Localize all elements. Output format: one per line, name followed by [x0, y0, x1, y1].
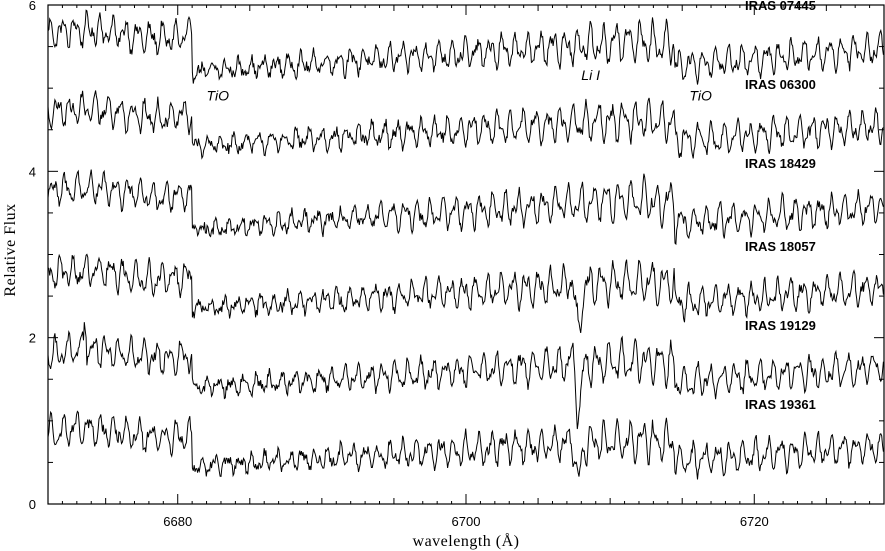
y-tick-label: 6 [29, 0, 36, 13]
x-tick-label: 6720 [740, 514, 769, 529]
x-axis-title: wavelength (Å) [413, 532, 520, 550]
spectrum-line [47, 410, 884, 480]
labels-group: IRAS 07445 IRAS 06300 IRAS 18429 IRAS 18057… [207, 0, 816, 412]
y-tick-label: 4 [29, 164, 36, 179]
annotation-label: TiO [207, 88, 230, 104]
series-label: IRAS 06300 [745, 77, 816, 92]
series-group [47, 9, 884, 480]
series-label: IRAS 18429 [745, 156, 816, 171]
series-label: IRAS 07445 [745, 0, 816, 13]
annotation-label: TiO [689, 88, 712, 104]
spectrum-line [47, 253, 884, 333]
spectrum-line [47, 322, 884, 430]
spectrum-line [47, 9, 884, 85]
spectrum-line [47, 90, 884, 160]
series-label: IRAS 19361 [745, 397, 816, 412]
y-tick-label: 2 [29, 331, 36, 346]
spectrum-line [47, 169, 884, 246]
series-label: IRAS 18057 [745, 239, 816, 254]
y-axis-title: Relative Flux [2, 203, 19, 296]
x-tick-label: 6680 [163, 514, 192, 529]
y-tick-label: 0 [29, 497, 36, 512]
annotation-label: Li I [581, 67, 600, 83]
series-label: IRAS 19129 [745, 318, 816, 333]
x-tick-label: 6700 [452, 514, 481, 529]
axes-group: 6680 6700 6720 0 2 4 6 [29, 0, 885, 529]
